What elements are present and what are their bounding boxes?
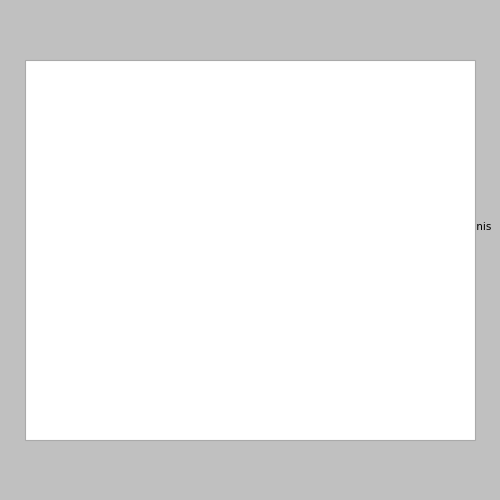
Text: - Reproductive system: - Reproductive system	[56, 316, 138, 322]
Text: Malpighian tubules: Malpighian tubules	[376, 93, 475, 228]
Text: - Digestive system: - Digestive system	[56, 257, 124, 263]
FancyBboxPatch shape	[40, 276, 53, 284]
Bar	[394, 220, 421, 233]
Ellipse shape	[318, 200, 362, 250]
Text: Penis: Penis	[453, 222, 491, 238]
Text: Corpora: Corpora	[111, 170, 142, 236]
Text: Internal Morphology of a Butterfly: Internal Morphology of a Butterfly	[62, 72, 330, 86]
Ellipse shape	[252, 228, 266, 236]
Ellipse shape	[153, 239, 167, 248]
FancyBboxPatch shape	[40, 374, 53, 382]
Text: - Respiratory system: - Respiratory system	[56, 296, 131, 302]
Ellipse shape	[380, 215, 404, 244]
FancyBboxPatch shape	[32, 229, 142, 392]
Text: - Circulatory system: - Circulatory system	[56, 356, 129, 362]
Text: Midgut: Midgut	[322, 256, 358, 365]
Ellipse shape	[420, 216, 444, 246]
Ellipse shape	[180, 220, 212, 238]
Polygon shape	[106, 132, 304, 300]
Bar	[331, 212, 385, 222]
Text: Hindgut: Hindgut	[418, 247, 460, 369]
Text: suboesophageal ganglion: suboesophageal ganglion	[30, 255, 122, 262]
Ellipse shape	[203, 234, 216, 241]
FancyBboxPatch shape	[40, 354, 53, 363]
Polygon shape	[286, 128, 457, 318]
FancyBboxPatch shape	[40, 256, 53, 264]
Text: Cerebral Ganglion: Cerebral Ganglion	[99, 104, 194, 240]
Ellipse shape	[89, 233, 118, 264]
Text: Thoracic
glands: Thoracic glands	[163, 198, 193, 234]
Text: Salivary
glands: Salivary glands	[121, 241, 184, 360]
Bar	[442, 220, 462, 246]
FancyBboxPatch shape	[40, 334, 53, 343]
Ellipse shape	[70, 214, 74, 218]
Text: - Malpighian tubule
  system: - Malpighian tubule system	[56, 372, 126, 385]
Text: - Endocrine system: - Endocrine system	[56, 336, 126, 342]
Text: Antennal lobe: Antennal lobe	[52, 212, 110, 246]
Text: Trachea: Trachea	[234, 108, 275, 230]
Text: Heart chambers: Heart chambers	[307, 100, 391, 217]
Text: Legend: Legend	[64, 238, 110, 248]
Text: Crop: Crop	[373, 138, 398, 213]
Text: - Nervous system: - Nervous system	[56, 276, 120, 282]
FancyBboxPatch shape	[40, 295, 53, 304]
Ellipse shape	[49, 219, 54, 224]
Bar	[105, 247, 126, 262]
Text: Ganglia: Ganglia	[208, 242, 248, 354]
Text: Aorta: Aorta	[218, 104, 246, 244]
Ellipse shape	[98, 248, 103, 252]
FancyBboxPatch shape	[40, 315, 53, 324]
